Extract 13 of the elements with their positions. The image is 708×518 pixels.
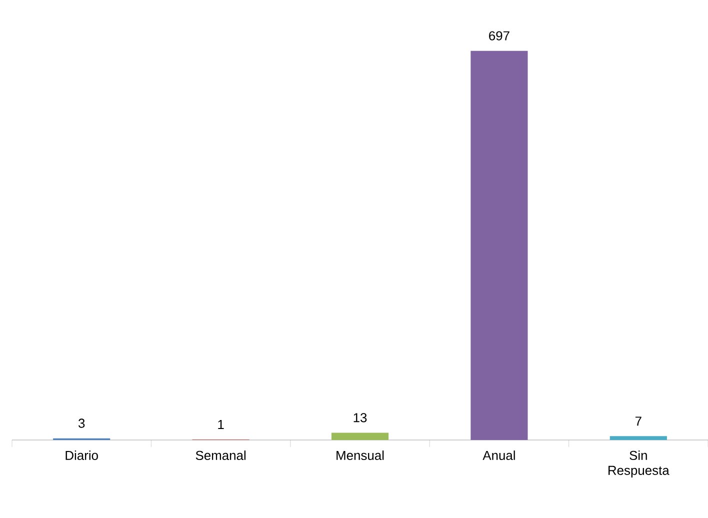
data-label: 3 <box>78 418 85 428</box>
bar <box>331 432 389 440</box>
x-tick-label: Sin Respuesta <box>608 450 670 478</box>
x-tick-label: Semanal <box>196 450 246 460</box>
x-tick-label: Diario <box>66 450 98 460</box>
data-label: 13 <box>354 413 367 422</box>
data-label: 1 <box>218 420 224 429</box>
data-label: 7 <box>635 416 642 426</box>
bar <box>610 436 667 440</box>
x-tick-label: Mensual <box>336 450 384 460</box>
x-tick-label: Anual <box>482 450 515 460</box>
bar <box>470 50 528 440</box>
data-label: 697 <box>489 31 510 40</box>
